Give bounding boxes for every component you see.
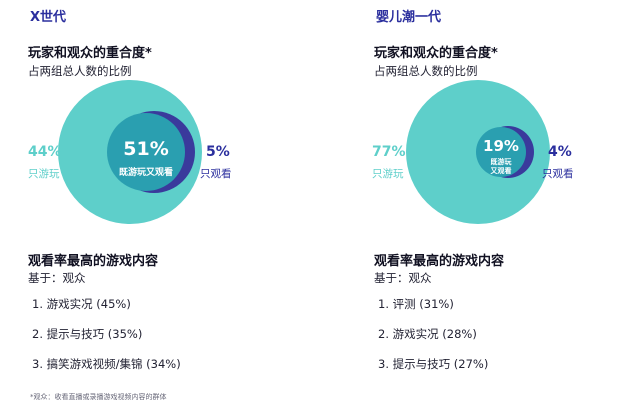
- ranking-item: 2. 游戏实况 (28%): [378, 327, 477, 341]
- ranking-item: 1. 游戏实况 (45%): [32, 297, 131, 311]
- viewers-only-label: 只观看: [200, 168, 232, 180]
- players-only-pct: 77%: [372, 144, 406, 160]
- both-label-line2: 又观看: [491, 166, 512, 175]
- venn-diagram: 51% 既游玩又观看 44% 只游玩 5% 只观看: [22, 80, 312, 228]
- viewers-only-label: 只观看: [542, 168, 574, 180]
- venn-diagram: 19% 既游玩 又观看 77% 只游玩 4% 只观看: [368, 80, 644, 228]
- both-label: 既游玩又观看: [119, 166, 173, 178]
- overlap-title: 玩家和观众的重合度*: [374, 46, 498, 61]
- ranking-item: 2. 提示与技巧 (35%): [32, 327, 143, 341]
- ranking-item: 3. 提示与技巧 (27%): [378, 357, 489, 371]
- viewers-only-pct: 4%: [548, 144, 572, 160]
- panel-baby-boomer: 婴儿潮一代 玩家和观众的重合度* 占两组总人数的比例 19% 既游玩 又观看 7…: [368, 0, 644, 410]
- players-only-label: 只游玩: [28, 168, 60, 180]
- viewers-only-pct: 5%: [206, 144, 230, 160]
- both-label-line1: 既游玩: [491, 157, 512, 166]
- panel-title: X世代: [30, 10, 67, 25]
- footnote: *观众：收看直播或录播游戏视频内容的群体: [30, 393, 167, 401]
- players-only-label: 只游玩: [372, 168, 404, 180]
- overlap-subtitle: 占两组总人数的比例: [374, 64, 478, 78]
- panel-gen-x: X世代 玩家和观众的重合度* 占两组总人数的比例 51% 既游玩又观看 44% …: [22, 0, 322, 410]
- overlap-circle: [476, 127, 526, 177]
- overlap-title: 玩家和观众的重合度*: [28, 46, 152, 61]
- players-only-pct: 44%: [28, 144, 62, 160]
- content-basis: 基于：观众: [374, 271, 432, 285]
- content-basis: 基于：观众: [28, 271, 86, 285]
- ranking-item: 3. 搞笑游戏视频/集锦 (34%): [32, 357, 181, 371]
- ranking-item: 1. 评测 (31%): [378, 297, 454, 311]
- content-title: 观看率最高的游戏内容: [374, 254, 505, 269]
- content-title: 观看率最高的游戏内容: [28, 254, 159, 269]
- overlap-subtitle: 占两组总人数的比例: [28, 64, 132, 78]
- both-pct: 19%: [483, 137, 519, 155]
- overlap-circle: [107, 113, 185, 191]
- panel-title: 婴儿潮一代: [376, 10, 442, 25]
- both-pct: 51%: [123, 138, 168, 160]
